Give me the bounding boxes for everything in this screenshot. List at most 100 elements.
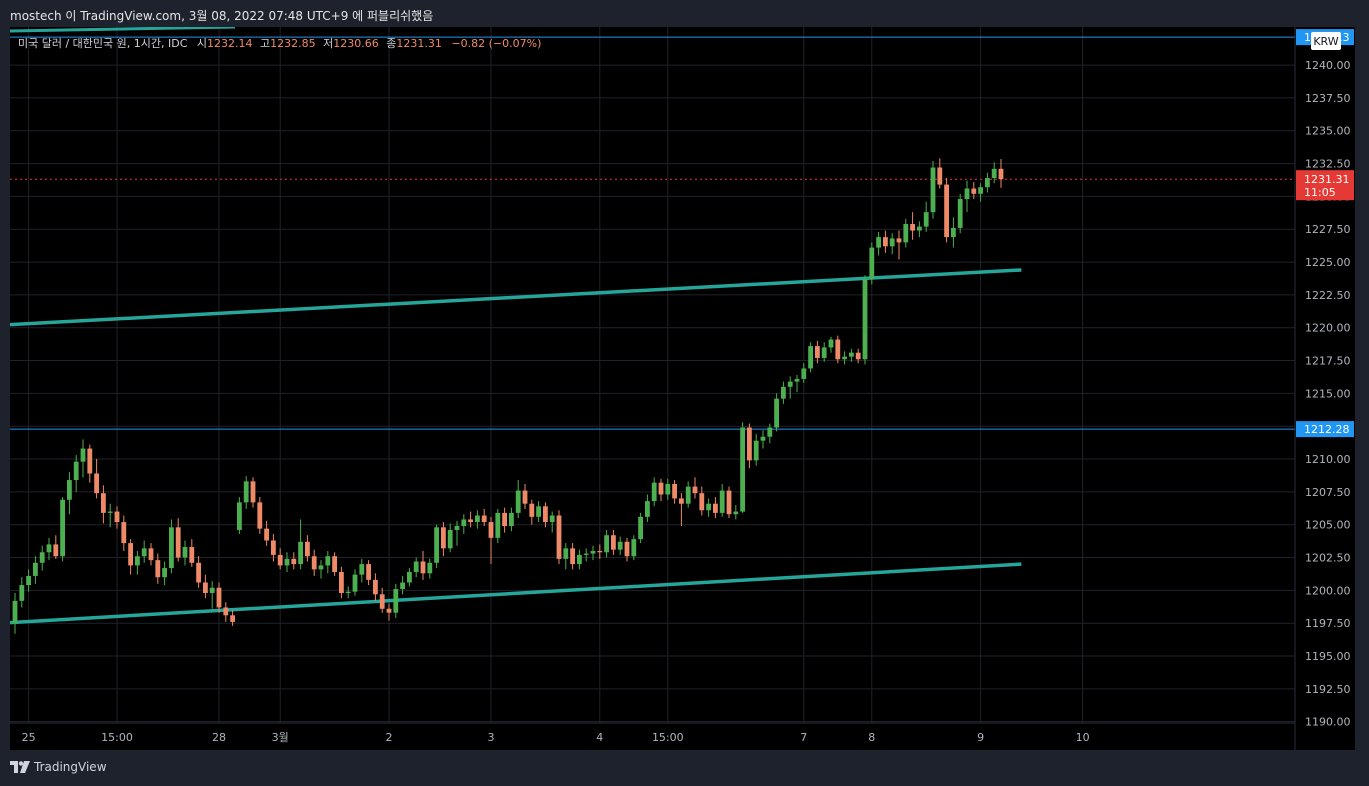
candle-body: [985, 178, 990, 188]
candle-body: [264, 528, 269, 541]
candle-body: [60, 499, 65, 557]
candle-body: [672, 483, 677, 499]
candle-body: [692, 486, 698, 494]
time-tick-label: 4: [596, 731, 603, 744]
price-tick-label: 1215.00: [1305, 387, 1351, 400]
candle-body: [339, 571, 344, 593]
price-tick-label: 1220.00: [1305, 322, 1351, 335]
candle-body: [162, 568, 167, 578]
candle: [223, 602, 229, 622]
candle-body: [563, 548, 569, 559]
candle: [87, 444, 93, 483]
candle-body: [39, 552, 45, 563]
candle-body: [223, 607, 229, 616]
candle: [624, 537, 630, 562]
countdown-label: 11:05: [1304, 186, 1336, 199]
candle-body: [271, 540, 276, 555]
candle-body: [488, 522, 494, 538]
candle: [862, 275, 868, 365]
candle: [250, 477, 256, 508]
candle: [264, 520, 269, 546]
candle: [434, 524, 439, 569]
footer-brand[interactable]: TradingView: [10, 760, 107, 774]
candle-body: [26, 575, 31, 586]
grid: [10, 27, 1295, 723]
candle: [39, 545, 45, 571]
candlestick-chart[interactable]: 1190.00 1192.50 1195.00 1197.50 1200.00 1202.…: [10, 27, 1355, 750]
price-tick-label: 1225.00: [1305, 256, 1351, 269]
candles: [12, 158, 1004, 634]
candle-body: [87, 448, 93, 474]
candle-body: [583, 553, 589, 555]
candle: [855, 348, 861, 364]
candle: [903, 218, 909, 248]
candle: [930, 160, 936, 219]
candle: [325, 550, 331, 574]
candle: [692, 477, 698, 499]
legend-high: 1232.85: [270, 37, 316, 50]
candle-body: [209, 587, 215, 593]
candle: [352, 569, 358, 596]
candle: [978, 183, 983, 202]
price-tick-label: 1210.00: [1305, 453, 1351, 466]
candle: [917, 221, 922, 238]
candle: [237, 497, 242, 534]
time-tick-label: 15:00: [101, 731, 133, 744]
candle: [529, 499, 535, 525]
candle: [726, 486, 732, 519]
candle-body: [298, 541, 303, 565]
candle-body: [889, 238, 895, 247]
ohlc-legend: 미국 달러 / 대한민국 원, 1시간, IDC 시1232.14 고1232.…: [18, 35, 541, 51]
candle: [651, 477, 657, 507]
candle: [590, 545, 596, 561]
candle-body: [73, 461, 79, 481]
candle: [638, 512, 643, 544]
trendline: [10, 268, 1022, 327]
candle-body: [849, 352, 854, 357]
candle: [549, 511, 555, 533]
candle-body: [604, 535, 609, 553]
candle-body: [237, 502, 242, 530]
candle-body: [964, 188, 970, 200]
candle: [407, 568, 412, 587]
candle: [189, 539, 195, 567]
candle-body: [277, 554, 283, 566]
candle: [230, 610, 235, 626]
candle: [379, 587, 385, 613]
candle: [672, 480, 677, 504]
candle-body: [311, 556, 317, 570]
candle: [835, 335, 841, 364]
candle: [366, 560, 371, 586]
candle: [883, 230, 888, 253]
candle-body: [753, 440, 759, 461]
candle-body: [808, 346, 813, 369]
chart-pane[interactable]: 1190.00 1192.50 1195.00 1197.50 1200.00 1202.…: [10, 27, 1355, 750]
candle: [135, 550, 140, 575]
candle: [515, 480, 521, 519]
candle: [509, 507, 514, 532]
candle-body: [713, 503, 718, 513]
price-tick-label: 1227.50: [1305, 223, 1351, 236]
candle: [944, 178, 949, 243]
candle: [175, 518, 181, 562]
legend-high-label: 고: [260, 37, 271, 50]
candle: [447, 523, 453, 553]
candle: [107, 503, 113, 528]
candle-body: [971, 188, 977, 194]
candle-body: [760, 436, 766, 441]
candle: [998, 158, 1004, 188]
candle-body: [998, 168, 1004, 180]
candle: [536, 501, 541, 523]
candle: [665, 478, 671, 500]
candle-body: [284, 558, 290, 566]
candle: [679, 493, 684, 527]
candle: [67, 472, 72, 515]
candle: [706, 498, 711, 517]
candle-body: [529, 503, 535, 517]
candle: [842, 351, 847, 365]
candle: [60, 497, 65, 562]
candle: [713, 497, 718, 519]
candle: [502, 507, 507, 533]
candle: [821, 342, 827, 362]
candle: [420, 550, 426, 580]
